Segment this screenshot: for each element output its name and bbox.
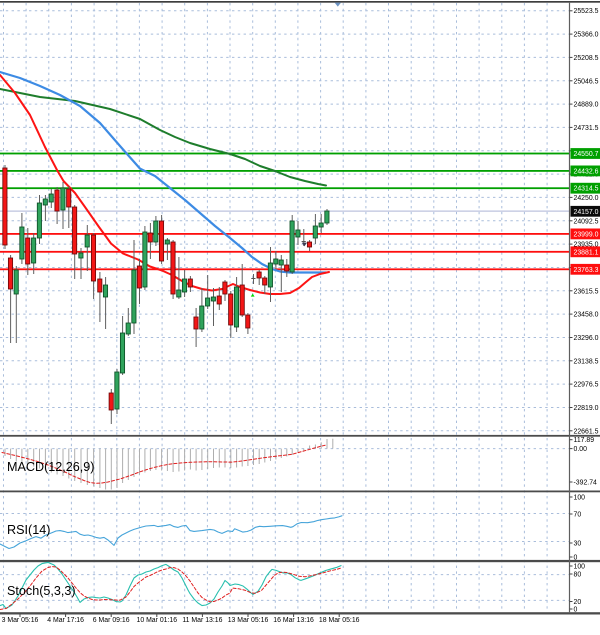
svg-text:23138.5: 23138.5 (574, 358, 599, 365)
svg-text:13 Mar 05:16: 13 Mar 05:16 (228, 617, 269, 624)
svg-text:23615.5: 23615.5 (574, 288, 599, 295)
svg-text:24314.5: 24314.5 (574, 186, 599, 193)
svg-text:117.89: 117.89 (574, 437, 595, 444)
svg-text:6 Mar 09:16: 6 Mar 09:16 (93, 617, 130, 624)
svg-text:24092.5: 24092.5 (574, 218, 599, 225)
svg-text:22819.0: 22819.0 (574, 405, 599, 412)
svg-text:Stoch(5,3,3): Stoch(5,3,3) (7, 584, 76, 598)
svg-text:MACD(12,26,9): MACD(12,26,9) (7, 460, 95, 474)
svg-text:23999.0: 23999.0 (574, 231, 599, 238)
svg-text:30: 30 (574, 541, 582, 548)
svg-text:-392.74: -392.74 (574, 480, 598, 487)
svg-text:0: 0 (574, 607, 578, 614)
svg-text:70: 70 (574, 512, 582, 519)
svg-text:3 Mar 05:16: 3 Mar 05:16 (2, 617, 39, 624)
svg-text:24432.6: 24432.6 (574, 168, 599, 175)
svg-text:23881.1: 23881.1 (574, 249, 599, 256)
svg-text:24250.0: 24250.0 (574, 195, 599, 202)
svg-text:24889.0: 24889.0 (574, 102, 599, 109)
svg-text:4 Mar 17:16: 4 Mar 17:16 (47, 617, 84, 624)
svg-text:25366.0: 25366.0 (574, 32, 599, 39)
svg-text:25523.5: 25523.5 (574, 8, 599, 15)
svg-text:24550.7: 24550.7 (574, 151, 599, 158)
svg-text:RSI(14): RSI(14) (7, 523, 50, 537)
svg-text:22661.5: 22661.5 (574, 428, 599, 435)
svg-text:10 Mar 01:16: 10 Mar 01:16 (136, 617, 177, 624)
svg-text:16 Mar 13:16: 16 Mar 13:16 (273, 617, 314, 624)
svg-text:24157.0: 24157.0 (574, 209, 599, 216)
svg-text:0: 0 (574, 555, 578, 562)
svg-text:0.00: 0.00 (574, 446, 588, 453)
svg-text:11 Mar 13:16: 11 Mar 13:16 (182, 617, 222, 624)
svg-text:20: 20 (574, 599, 582, 606)
svg-text:100: 100 (574, 495, 586, 502)
svg-text:18 Mar 05:16: 18 Mar 05:16 (319, 617, 360, 624)
svg-text:100: 100 (574, 564, 586, 571)
svg-text:24731.5: 24731.5 (574, 125, 599, 132)
svg-text:23763.3: 23763.3 (574, 267, 599, 274)
svg-text:25208.5: 25208.5 (574, 55, 599, 62)
svg-text:23296.0: 23296.0 (574, 335, 599, 342)
svg-text:23458.0: 23458.0 (574, 312, 599, 319)
svg-text:25046.5: 25046.5 (574, 78, 599, 85)
svg-text:80: 80 (574, 572, 582, 579)
svg-text:22976.5: 22976.5 (574, 382, 599, 389)
